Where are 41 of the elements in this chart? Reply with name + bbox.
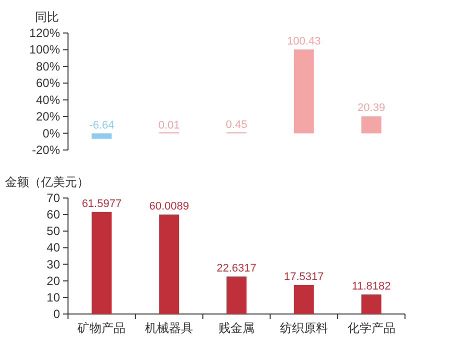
x-tick-label: 贱金属 [218, 321, 254, 335]
data-label: 22.6317 [216, 262, 256, 274]
y-tick-label: -20% [32, 143, 60, 157]
y-tick-label: 20% [36, 110, 60, 124]
data-label: 100.43 [287, 35, 321, 48]
y-tick-label: 120% [29, 26, 60, 40]
y-axis-title: 同比 [35, 10, 59, 24]
bar [226, 276, 246, 314]
y-tick-label: 0% [42, 126, 60, 140]
x-tick-label: 矿物产品 [76, 321, 126, 335]
y-tick-label: 40% [36, 92, 60, 107]
y-tick-label: 100% [29, 42, 60, 57]
y-tick-label: 0 [53, 307, 60, 321]
bar [92, 133, 112, 139]
bar [294, 49, 314, 134]
y-tick-label: 80% [36, 59, 60, 74]
data-label: 0.01 [158, 119, 180, 132]
data-label: 11.8182 [352, 280, 391, 292]
y-tick-label: 70 [46, 191, 60, 205]
data-label: 61.5977 [82, 198, 122, 210]
y-tick-label: 60 [46, 208, 60, 222]
data-label: 20.39 [358, 102, 386, 114]
y-tick-label: 50 [46, 224, 60, 238]
data-label: 60.0089 [149, 200, 189, 213]
y-tick-label: 40 [46, 240, 60, 255]
bar [294, 284, 314, 314]
x-tick-label: 纺织原料 [280, 321, 328, 335]
y-tick-label: 20 [46, 274, 60, 288]
y-tick-label: 10 [46, 290, 60, 304]
y-tick-label: 30 [46, 257, 60, 272]
bar [159, 214, 180, 314]
x-tick-label: 机械器具 [145, 321, 194, 335]
x-tick-label: 化学产品 [347, 321, 396, 335]
data-label: -6.64 [89, 119, 114, 132]
bar [361, 294, 382, 314]
y-axis-title: 金额（亿美元） [5, 175, 89, 189]
bar [361, 116, 382, 134]
y-tick-label: 60% [36, 76, 60, 90]
data-label: 0.45 [226, 118, 248, 131]
bar [92, 212, 112, 314]
data-label: 17.5317 [284, 270, 324, 283]
